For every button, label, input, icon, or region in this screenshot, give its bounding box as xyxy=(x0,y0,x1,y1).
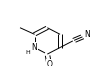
Text: N: N xyxy=(84,30,90,39)
Text: N: N xyxy=(32,43,37,52)
Text: H: H xyxy=(25,50,30,55)
Text: O: O xyxy=(46,60,52,66)
